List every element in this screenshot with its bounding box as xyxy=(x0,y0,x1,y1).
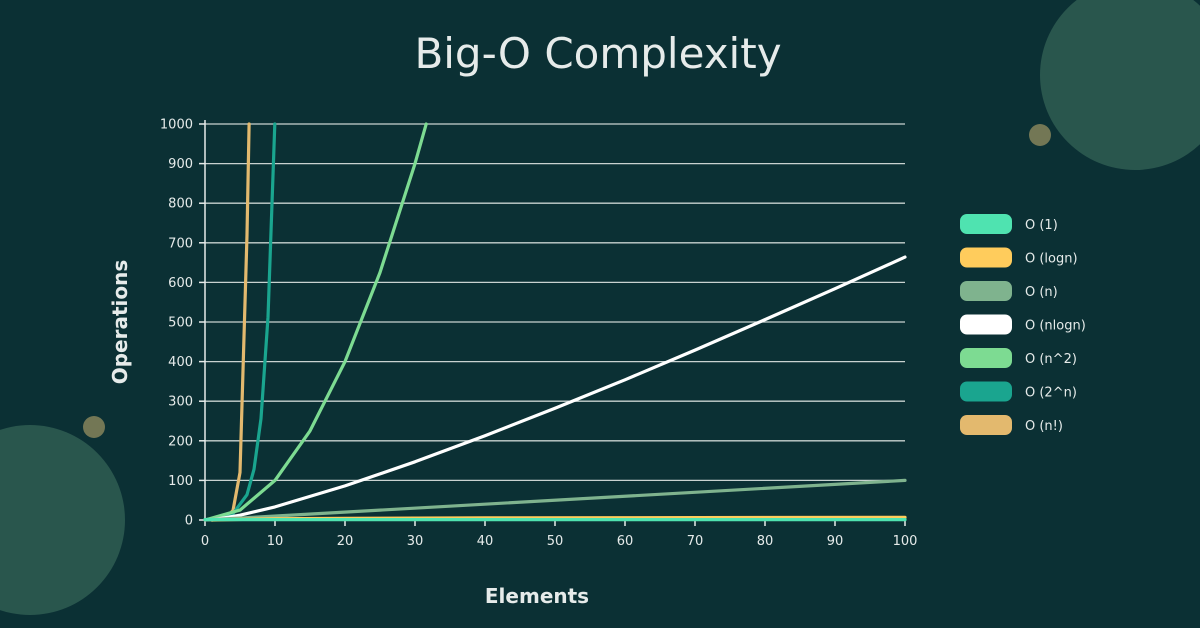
tick-labels: 0 100 200 300 400 500 600 700 800 900 1000 0 10 20 30 4… xyxy=(160,118,918,550)
x-tick-label: 80 xyxy=(757,534,774,549)
x-tick-label: 50 xyxy=(547,534,564,549)
y-tick-label: 700 xyxy=(168,236,193,251)
legend-label-o-logn: O (logn) xyxy=(1025,252,1078,267)
x-tick-label: 100 xyxy=(893,534,918,549)
y-tick-label: 100 xyxy=(168,474,193,489)
chart-title: Big-O Complexity xyxy=(414,29,781,78)
legend-swatch-o-2-n xyxy=(960,381,1012,402)
x-axis-title: Elements xyxy=(485,584,589,608)
legend-label-o-n: O (n!) xyxy=(1025,419,1063,434)
decorative-dot xyxy=(83,416,105,438)
legend-swatch-o-1 xyxy=(960,214,1012,234)
series-line-o-n xyxy=(203,478,907,522)
y-tick-label: 400 xyxy=(168,355,193,370)
legend-swatch-o-n xyxy=(960,415,1012,435)
legend: O (1) O (logn) O (n) O (nlogn) O (n^2) O (2^n… xyxy=(960,214,1086,435)
gridlines xyxy=(205,123,905,482)
x-tick-label: 90 xyxy=(827,534,844,549)
x-tick-label: 30 xyxy=(407,534,424,549)
y-axis-title: Operations xyxy=(108,260,132,385)
y-tick-label: 800 xyxy=(168,197,193,212)
legend-swatch-o-nlogn xyxy=(960,314,1012,335)
x-tick-label: 70 xyxy=(687,534,704,549)
series-line-o-n-2 xyxy=(203,122,428,522)
y-tick-label: 600 xyxy=(168,276,193,291)
y-tick-label: 500 xyxy=(168,316,193,331)
x-tick-label: 10 xyxy=(267,534,284,549)
legend-label-o-n: O (n) xyxy=(1025,285,1058,300)
y-tick-label: 1000 xyxy=(160,118,193,133)
series-line-o-nlogn xyxy=(210,255,907,522)
x-tick-label: 40 xyxy=(477,534,494,549)
legend-swatch-o-logn xyxy=(960,247,1012,268)
legend-label-o-2-n: O (2^n) xyxy=(1025,386,1077,401)
decorative-blob-top-right xyxy=(1040,0,1200,170)
y-tick-label: 900 xyxy=(168,157,193,172)
series-lines xyxy=(203,122,907,522)
x-tick-label: 20 xyxy=(337,534,354,549)
legend-label-o-1: O (1) xyxy=(1025,218,1058,233)
y-tick-label: 200 xyxy=(168,434,193,449)
legend-label-o-n-2: O (n^2) xyxy=(1025,352,1077,367)
x-tick-label: 0 xyxy=(201,534,209,549)
y-tick-label: 0 xyxy=(185,514,193,529)
legend-swatch-o-n xyxy=(960,281,1012,301)
axes xyxy=(199,120,906,526)
decorative-blob-bottom-left xyxy=(0,425,125,615)
y-tick-label: 300 xyxy=(168,395,193,410)
legend-swatch-o-n-2 xyxy=(960,348,1012,368)
legend-label-o-nlogn: O (nlogn) xyxy=(1025,319,1086,334)
x-tick-label: 60 xyxy=(617,534,634,549)
decorative-dot xyxy=(1029,124,1051,146)
